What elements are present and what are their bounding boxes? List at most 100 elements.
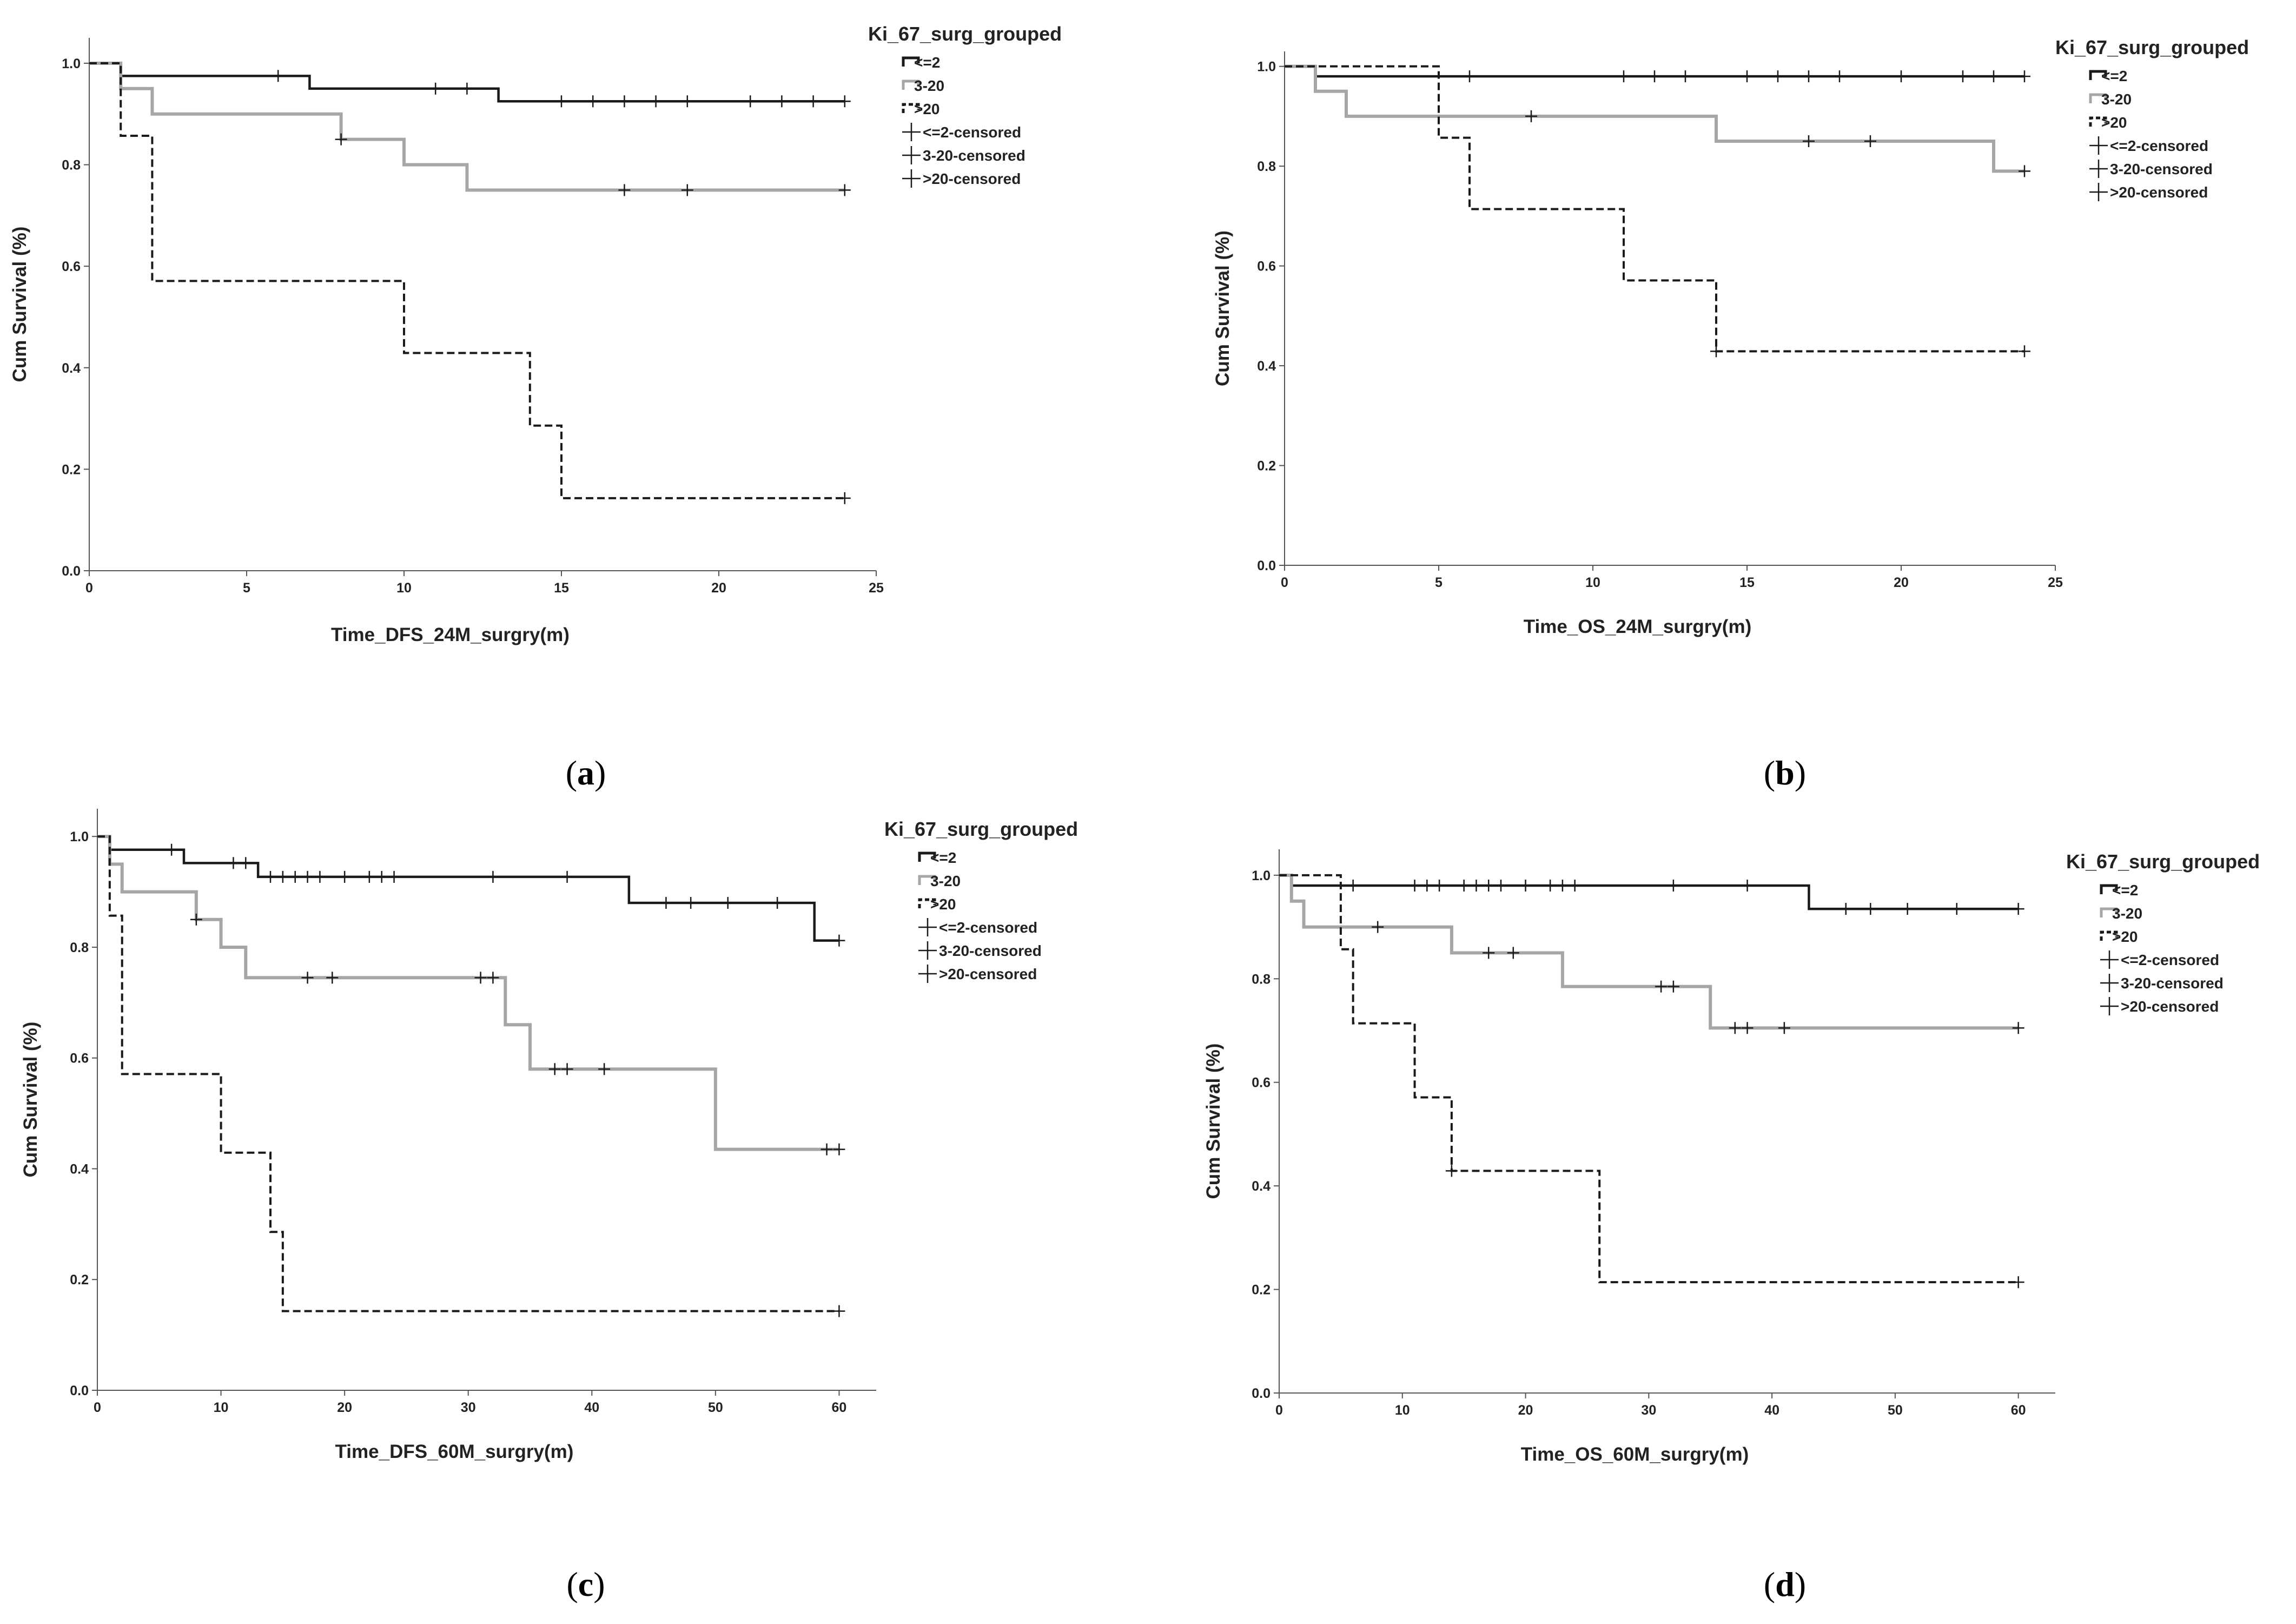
x-tick-label: 10: [1585, 575, 1600, 590]
x-tick-label: 50: [708, 1400, 723, 1415]
censor-mark: [833, 1305, 845, 1317]
legend-swatch: [2100, 884, 2118, 894]
censor-mark: [1772, 70, 1784, 83]
legend-censor-swatch: [902, 146, 921, 164]
legend-entry-label: 3-20-censored: [2121, 975, 2224, 992]
censor-mark: [314, 870, 326, 883]
censor-mark: [461, 82, 473, 95]
censor-mark: [289, 870, 301, 883]
censor-mark: [363, 870, 375, 883]
legend-swatch: [902, 80, 920, 90]
censor-mark: [1901, 903, 1914, 915]
legend: Ki_67_surg_grouped <=2 3-20 >20 <=2-censored…: [884, 818, 1078, 983]
censor-mark: [1741, 880, 1754, 892]
y-tick-label: 0.2: [1252, 1283, 1271, 1298]
x-axis-title: Time_DFS_24M_surgry(m): [331, 624, 570, 645]
x-axis-title: Time_DFS_60M_surgry(m): [335, 1441, 574, 1462]
censor-mark: [190, 913, 202, 926]
censor-mark: [1667, 880, 1679, 892]
censor-mark: [1569, 880, 1581, 892]
legend-entry-label: 3-20-censored: [939, 942, 1042, 959]
legend: Ki_67_surg_grouped <=2 3-20 >20 <=2-censored…: [2066, 850, 2260, 1015]
legend-swatch: [2089, 93, 2107, 103]
y-tick-label: 1.0: [1257, 60, 1276, 75]
legend-entry-label: >20: [930, 896, 956, 913]
legend-entry-label: >20-censored: [2121, 998, 2219, 1015]
km-line-gt20: [89, 62, 845, 499]
censor-mark: [301, 870, 314, 883]
censor-mark: [681, 95, 693, 108]
x-tick-label: 30: [461, 1400, 476, 1415]
km-panel-a: 0.0 0.2 0.4 0.6 0.8 1.0 0 5 10 15 20 25 Time_DFS_24M…: [9, 23, 1062, 645]
legend-censor-swatch: [2089, 136, 2108, 155]
censor-mark: [660, 897, 672, 909]
censor-mark: [335, 133, 347, 146]
censor-mark: [1556, 880, 1569, 892]
censor-mark: [487, 972, 499, 984]
x-tick-label: 0: [1275, 1403, 1283, 1418]
legend-entry-label: <=2-censored: [923, 124, 1021, 141]
x-tick-label: 30: [1641, 1403, 1656, 1418]
y-tick-label: 0.0: [62, 564, 81, 579]
km-line-3-20: [97, 835, 839, 1151]
censor-mark: [1618, 70, 1630, 83]
censor-mark: [771, 897, 784, 909]
panel-label: (d): [1764, 1565, 1806, 1603]
legend-entry-label: <=2-censored: [2110, 137, 2208, 154]
legend-title: Ki_67_surg_grouped: [884, 818, 1078, 840]
y-tick-label: 0.8: [62, 158, 81, 173]
censor-mark: [685, 897, 697, 909]
km-line-gt20: [1285, 65, 2024, 353]
x-tick-label: 0: [85, 580, 93, 596]
censor-mark: [838, 184, 851, 196]
censor-mark: [1710, 345, 1722, 358]
legend-entry-label: >20-censored: [923, 170, 1021, 187]
legend-censor-swatch: [2100, 950, 2119, 969]
censor-mark: [227, 857, 240, 869]
legend-swatch: [2100, 907, 2118, 917]
censor-mark: [1655, 980, 1668, 993]
x-tick-label: 5: [1435, 575, 1443, 590]
y-axis-title: Cum Survival (%): [1203, 1044, 1224, 1199]
legend-entry-label: <=2-censored: [2121, 952, 2219, 968]
y-tick-label: 0.6: [62, 259, 81, 274]
censor-mark: [561, 1063, 573, 1075]
y-tick-label: 0.4: [1252, 1179, 1271, 1194]
y-tick-label: 0.2: [62, 462, 81, 477]
y-tick-label: 0.4: [1257, 359, 1276, 374]
y-tick-label: 0.8: [1252, 972, 1271, 987]
censor-mark: [807, 95, 819, 108]
legend-entry-label: <=2: [2112, 882, 2138, 899]
y-tick-label: 1.0: [62, 56, 81, 71]
censor-mark: [1519, 880, 1532, 892]
y-tick-label: 0.0: [1257, 558, 1276, 573]
legend-entry-label: 3-20-censored: [2110, 161, 2213, 177]
legend-entry-label: >20: [914, 101, 940, 117]
x-axis-title: Time_OS_24M_surgry(m): [1524, 616, 1751, 637]
censor-mark: [2019, 345, 2030, 358]
x-tick-label: 50: [1888, 1403, 1903, 1418]
censor-mark: [1834, 70, 1845, 83]
censor-mark: [838, 95, 851, 108]
censor-mark: [548, 1063, 561, 1075]
censor-mark: [301, 972, 314, 984]
y-tick-label: 0.8: [70, 940, 89, 955]
censor-mark: [1649, 70, 1660, 83]
censor-mark: [474, 972, 487, 984]
legend-title: Ki_67_surg_grouped: [868, 23, 1062, 45]
censor-mark: [1840, 903, 1852, 915]
censor-mark: [821, 1143, 833, 1156]
x-tick-label: 0: [1281, 575, 1288, 590]
legend-entry-label: >20: [2101, 114, 2127, 131]
y-tick-label: 0.8: [1257, 159, 1276, 174]
legend-entry-label: 3-20: [930, 873, 961, 889]
censor-mark: [744, 95, 757, 108]
censor-mark: [2019, 70, 2030, 83]
legend-entry-label: >20-censored: [2110, 184, 2208, 201]
km-line-3-20: [1279, 873, 2019, 1030]
censor-mark: [1544, 880, 1557, 892]
legend-swatch: [902, 103, 920, 113]
censor-mark: [429, 82, 442, 95]
censor-mark: [1957, 70, 1969, 83]
